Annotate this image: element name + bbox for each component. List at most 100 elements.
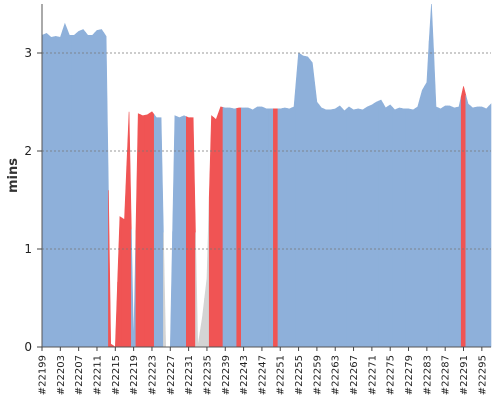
area-segment-22219 — [131, 229, 137, 348]
area-segment-22284 — [428, 3, 435, 348]
x-tick-labels: #22199 #22203 #22207 #22211 #22215 #22219 #222… — [38, 347, 488, 395]
area-segment-22257 — [305, 56, 311, 348]
x-tick-label: #22239 — [221, 355, 232, 395]
area-segment-22215 — [112, 281, 118, 348]
area-segment-22249 — [268, 108, 274, 348]
area-segment-22233 — [195, 232, 201, 348]
area-segment-22275 — [387, 104, 393, 348]
area-segment-22287 — [442, 105, 448, 348]
area-segment-22292 — [465, 95, 471, 348]
area-segment-22225 — [158, 117, 164, 348]
area-segment-22276 — [392, 106, 398, 348]
x-tick-label: #22235 — [202, 355, 213, 395]
area-segment-22291 — [460, 86, 467, 348]
y-tick-label: 0 — [24, 340, 32, 354]
area-segment-22246 — [254, 106, 260, 348]
y-tick-labels: 0 1 2 3 — [24, 46, 42, 354]
x-tick-label: #22203 — [56, 355, 67, 395]
area-segment-22267 — [350, 107, 357, 348]
area-segment-22208 — [80, 29, 86, 348]
area-segment-22211 — [94, 29, 100, 348]
area-segment-22277 — [396, 107, 402, 348]
area-segment-22281 — [415, 98, 421, 348]
x-tick-label: #22231 — [184, 355, 195, 395]
y-tick-label: 1 — [24, 242, 32, 256]
x-tick-label: #22259 — [312, 355, 323, 395]
area-segment-22209 — [85, 31, 91, 348]
area-segment-22279 — [405, 108, 412, 348]
area-segment-22264 — [337, 105, 343, 348]
duration-area — [41, 3, 492, 348]
area-segment-22265 — [341, 107, 347, 348]
area-segment-22223 — [149, 111, 155, 348]
area-segment-22250 — [273, 108, 279, 348]
area-segment-22260 — [318, 104, 325, 348]
area-segment-22285 — [433, 52, 439, 348]
area-segment-22254 — [291, 79, 297, 348]
area-segment-22220 — [135, 113, 141, 348]
x-tick-label: #22271 — [367, 355, 378, 395]
area-segment-22224 — [153, 113, 160, 348]
area-segment-22269 — [360, 107, 366, 348]
area-segment-22289 — [451, 106, 457, 348]
area-segment-22252 — [282, 107, 288, 348]
x-tick-label: #22291 — [459, 355, 470, 395]
area-segment-22230 — [181, 115, 187, 348]
axes — [41, 4, 491, 348]
area-segment-22273 — [378, 99, 384, 348]
x-tick-label: #22251 — [276, 355, 287, 395]
area-segment-22270 — [364, 105, 370, 348]
y-axis-label: mins — [6, 158, 21, 193]
area-segment-22232 — [190, 117, 196, 348]
y-tick-label: 3 — [24, 46, 32, 60]
area-segment-22296 — [483, 105, 490, 348]
x-tick-label: #22263 — [331, 355, 342, 395]
area-segment-22272 — [373, 100, 380, 348]
area-segment-22262 — [328, 108, 334, 348]
x-tick-label: #22227 — [166, 355, 177, 395]
x-tick-label: #22215 — [111, 355, 122, 395]
area-segment-22244 — [245, 107, 251, 348]
x-tick-label: #22223 — [147, 355, 158, 395]
area-segment-22288 — [447, 105, 453, 348]
x-tick-label: #22243 — [239, 355, 250, 395]
area-segment-22210 — [89, 32, 95, 348]
area-segment-22243 — [241, 107, 247, 348]
area-segment-22266 — [346, 106, 352, 348]
area-segment-22237 — [213, 113, 219, 348]
area-segment-22205 — [66, 29, 73, 348]
area-segment-22206 — [71, 32, 77, 348]
area-segment-22247 — [259, 106, 265, 348]
area-segment-22222 — [144, 112, 150, 348]
area-segment-22251 — [277, 107, 283, 348]
area-segment-22234 — [199, 297, 205, 348]
x-tick-label: #22275 — [386, 355, 397, 395]
area-segment-22245 — [250, 107, 256, 348]
area-segment-22290 — [456, 96, 462, 348]
area-segment-22263 — [332, 106, 338, 348]
area-segment-22297 — [488, 103, 492, 348]
x-tick-label: #22255 — [294, 355, 305, 395]
area-segment-22204 — [62, 22, 68, 348]
area-segment-22256 — [300, 53, 306, 348]
y-tick-label: 2 — [24, 144, 32, 158]
area-segment-22294 — [474, 106, 480, 348]
x-tick-label: #22287 — [441, 355, 452, 395]
x-tick-label: #22267 — [349, 355, 360, 395]
x-tick-label: #22283 — [422, 355, 433, 395]
area-segment-22280 — [410, 107, 416, 348]
area-segment-22207 — [76, 30, 82, 348]
area-segment-22236 — [208, 115, 215, 348]
area-segment-22282 — [419, 85, 425, 348]
area-segment-22274 — [383, 102, 389, 348]
x-tick-label: #22219 — [129, 355, 140, 395]
x-tick-label: #22247 — [257, 355, 268, 395]
area-segment-22218 — [126, 111, 132, 348]
area-segment-22213 — [103, 31, 109, 348]
area-segment-22261 — [323, 108, 329, 348]
area-segment-22202 — [53, 36, 59, 348]
x-tick-label: #22295 — [477, 355, 488, 395]
area-segment-22293 — [470, 105, 476, 348]
area-segment-22221 — [140, 114, 146, 348]
area-segment-22241 — [231, 107, 238, 348]
